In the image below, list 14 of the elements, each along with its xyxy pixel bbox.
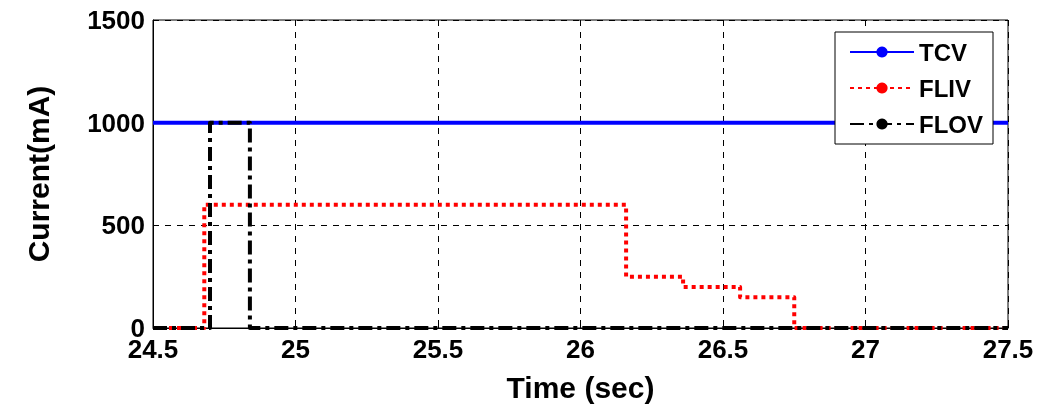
legend-label: TCV xyxy=(919,38,967,66)
y-tick-label: 500 xyxy=(101,210,145,241)
x-tick-label: 27.5 xyxy=(982,334,1034,364)
y-axis-title: Current(mA) xyxy=(21,85,55,263)
x-tick-label: 27 xyxy=(851,334,880,364)
x-tick-label: 25 xyxy=(281,334,310,364)
x-tick-label: 26.5 xyxy=(697,334,749,364)
legend-label: FLIV xyxy=(919,74,971,102)
legend-label: FLOV xyxy=(919,110,983,138)
x-tick-label: 26 xyxy=(566,334,595,364)
y-tick-label: 1000 xyxy=(87,107,145,138)
y-tick-label: 1500 xyxy=(87,5,145,35)
x-axis-title: Time (sec) xyxy=(506,370,655,404)
x-tick-label: 25.5 xyxy=(412,334,464,364)
